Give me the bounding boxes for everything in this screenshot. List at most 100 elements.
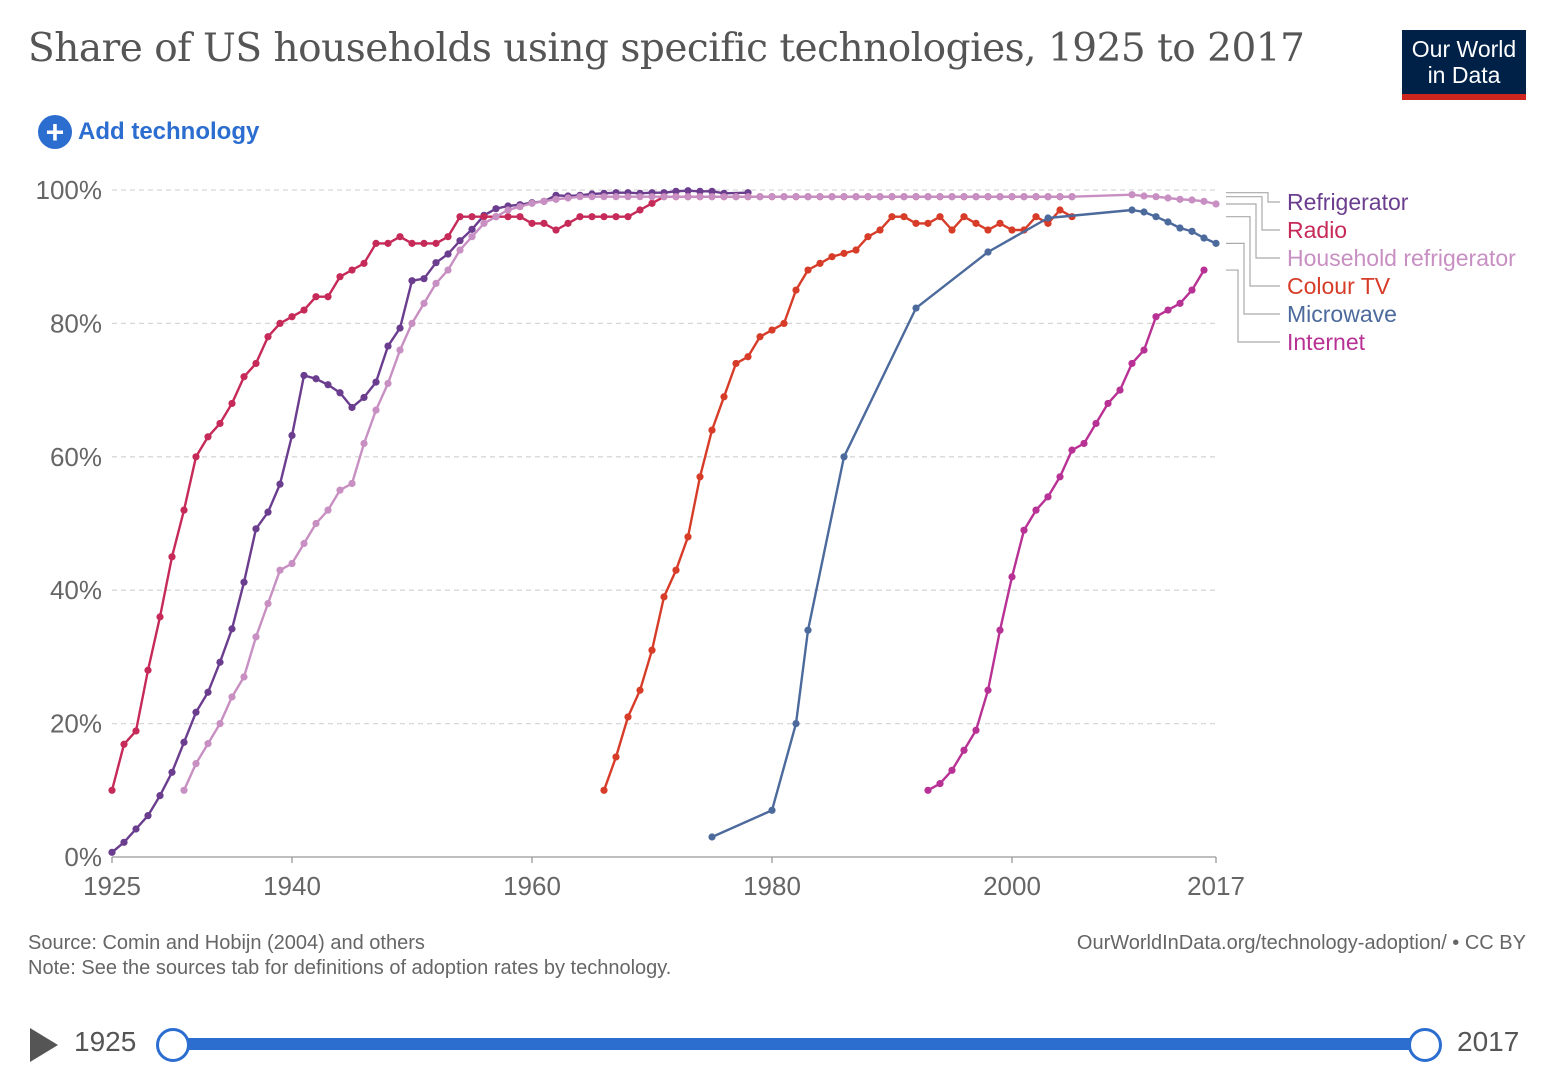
data-point-household-refrigerator (756, 193, 764, 201)
line-chart: 0% 20% 40% 60% 80% 100% 1925 1940 1960 1980 2000 2… (36, 175, 1517, 901)
data-point-household-refrigerator (432, 279, 440, 287)
data-point-refrigerator (120, 838, 128, 846)
data-point-household-refrigerator (600, 193, 608, 201)
data-point-internet (1080, 439, 1088, 448)
data-point-colour-tv (912, 219, 920, 227)
data-point-household-refrigerator (180, 786, 188, 794)
data-point-radio (144, 666, 152, 674)
data-point-radio (156, 613, 164, 621)
data-point-radio (588, 213, 596, 221)
data-point-radio (276, 319, 284, 327)
data-point-refrigerator (180, 738, 188, 746)
data-point-refrigerator (708, 187, 716, 195)
data-point-refrigerator (396, 324, 404, 332)
data-point-colour-tv (636, 686, 644, 694)
data-point-radio (264, 333, 272, 341)
data-point-refrigerator (456, 237, 464, 245)
data-point-refrigerator (300, 371, 308, 380)
data-point-microwave (1212, 239, 1220, 247)
legend-connector-household-refrigerator (1226, 203, 1280, 259)
data-point-colour-tv (1008, 226, 1016, 234)
data-point-radio (348, 266, 356, 274)
footer-url[interactable]: OurWorldInData.org/technology-adoption/ … (1076, 932, 1526, 954)
data-point-radio (120, 740, 128, 748)
data-point-colour-tv (696, 473, 704, 481)
data-point-household-refrigerator (816, 193, 824, 201)
series-line-radio (110, 195, 1072, 791)
owid-logo[interactable]: Our World in Data (1402, 30, 1526, 100)
data-point-colour-tv (816, 259, 824, 267)
series-line-microwave (711, 208, 1217, 839)
data-point-colour-tv (1032, 213, 1040, 221)
x-tick-label: 1940 (263, 871, 321, 901)
data-point-colour-tv (1044, 219, 1052, 227)
data-point-microwave (768, 806, 776, 814)
data-point-radio (204, 433, 212, 441)
data-point-radio (252, 359, 260, 368)
legend-connector-internet (1226, 269, 1280, 343)
x-tick-label: 1925 (83, 871, 141, 901)
data-point-refrigerator (420, 275, 428, 283)
data-point-household-refrigerator (252, 633, 260, 641)
data-point-radio (456, 213, 464, 221)
data-point-radio (300, 306, 308, 314)
data-point-internet (936, 780, 944, 788)
data-point-radio (612, 213, 620, 221)
data-point-household-refrigerator (864, 193, 872, 201)
data-point-internet (1176, 299, 1184, 307)
timeline-track[interactable] (172, 1038, 1424, 1050)
legend-label-microwave: Microwave (1287, 301, 1397, 327)
add-technology-label: Add technology (78, 118, 260, 145)
data-point-radio (384, 239, 392, 247)
data-point-refrigerator (384, 342, 392, 350)
data-point-radio (108, 786, 116, 794)
data-point-household-refrigerator (792, 193, 800, 201)
data-point-radio (360, 259, 368, 267)
data-point-household-refrigerator (684, 193, 692, 201)
data-point-household-refrigerator (312, 519, 320, 528)
data-point-radio (288, 313, 296, 321)
data-point-household-refrigerator (828, 193, 836, 201)
data-point-radio (132, 727, 140, 735)
data-point-colour-tv (900, 213, 908, 221)
data-point-household-refrigerator (480, 219, 488, 227)
data-point-refrigerator (144, 812, 152, 820)
data-point-household-refrigerator (984, 193, 992, 201)
add-technology-button[interactable]: + Add technology (38, 115, 259, 149)
data-point-microwave (804, 626, 812, 634)
data-point-radio (444, 233, 452, 241)
data-point-refrigerator (216, 658, 224, 666)
data-point-refrigerator (336, 389, 344, 397)
data-point-internet (1068, 446, 1076, 454)
data-point-internet (1128, 359, 1136, 368)
data-point-microwave (708, 833, 716, 841)
timeline-start-handle[interactable] (156, 1028, 190, 1062)
data-point-microwave (840, 453, 848, 461)
play-icon[interactable] (30, 1028, 58, 1062)
data-point-colour-tv (948, 226, 956, 234)
data-point-internet (924, 786, 932, 794)
data-point-internet (1044, 493, 1052, 501)
data-point-refrigerator (168, 768, 176, 776)
data-point-colour-tv (876, 226, 884, 234)
data-point-household-refrigerator (804, 193, 812, 201)
data-point-household-refrigerator (840, 193, 848, 201)
data-point-household-refrigerator (1140, 192, 1148, 200)
data-point-household-refrigerator (1020, 193, 1028, 201)
data-point-refrigerator (432, 259, 440, 267)
data-point-internet (960, 746, 968, 754)
data-point-microwave (1140, 208, 1148, 216)
timeline-end-handle[interactable] (1408, 1028, 1442, 1062)
data-point-household-refrigerator (588, 193, 596, 201)
data-point-colour-tv (720, 393, 728, 401)
data-point-colour-tv (660, 593, 668, 601)
data-point-colour-tv (684, 533, 692, 541)
data-point-refrigerator (372, 378, 380, 386)
data-point-radio (480, 213, 488, 221)
data-point-refrigerator (672, 187, 680, 195)
series-internet (924, 266, 1208, 794)
data-point-colour-tv (756, 333, 764, 341)
data-point-refrigerator (288, 431, 296, 440)
data-point-household-refrigerator (900, 193, 908, 201)
data-point-household-refrigerator (624, 193, 632, 201)
